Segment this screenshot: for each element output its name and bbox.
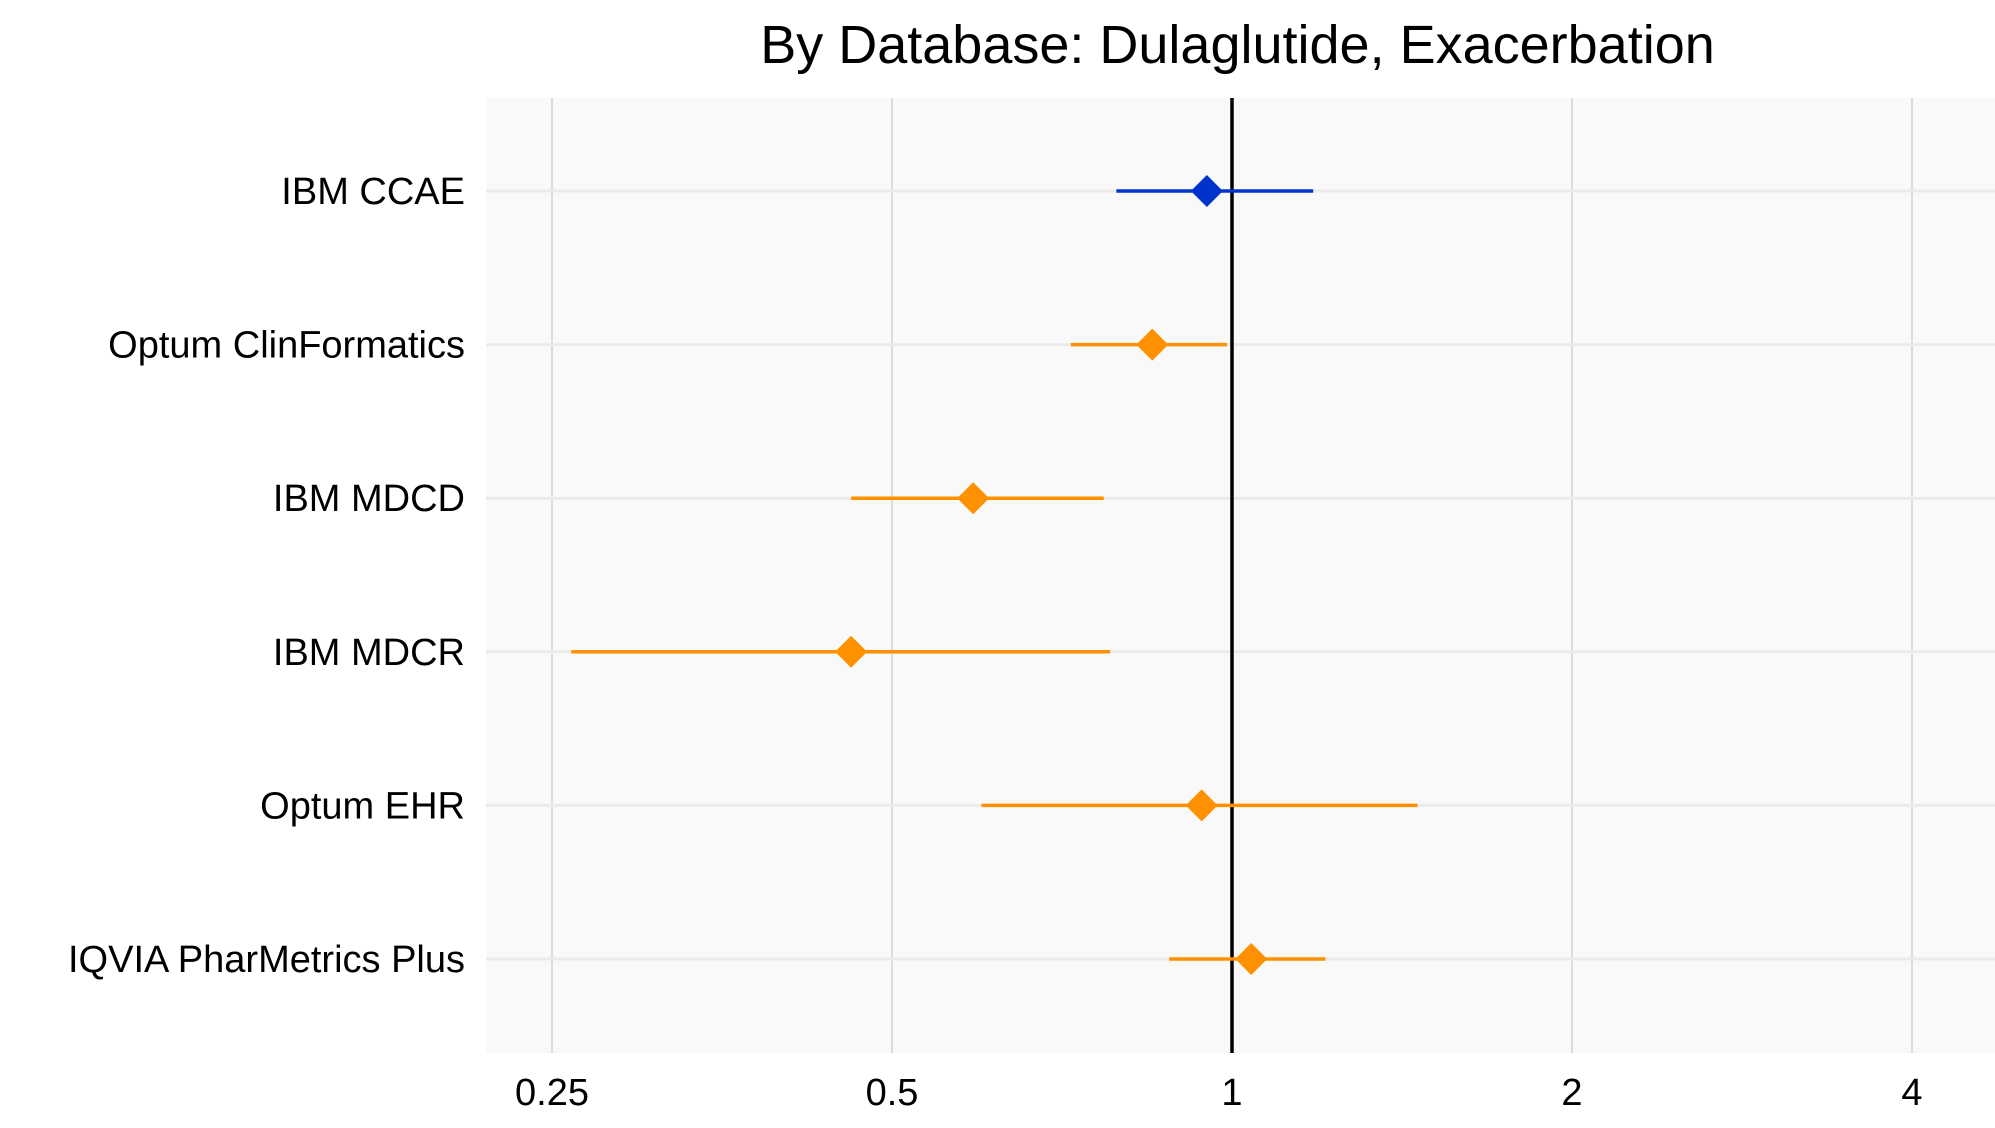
estimate-point xyxy=(1190,175,1223,207)
estimate-point xyxy=(1136,328,1169,361)
plot-background xyxy=(486,98,1995,1053)
row-label: IQVIA PharMetrics Plus xyxy=(68,939,465,981)
row-label: IBM MDCD xyxy=(273,478,465,520)
estimate-point xyxy=(835,635,868,668)
x-tick-label: 2 xyxy=(1561,1072,1582,1114)
x-tick-label: 4 xyxy=(1901,1072,1922,1114)
estimate-point xyxy=(1235,943,1268,975)
estimate-point xyxy=(1185,789,1218,822)
estimate-point xyxy=(957,482,990,515)
row-label: IBM MDCR xyxy=(273,632,465,674)
row-label: Optum ClinFormatics xyxy=(108,325,465,367)
mark-layer xyxy=(571,175,1418,975)
label-layer: 0.25 0.5 1 2 4 IBM CCAE Optum ClinFormatics IBM… xyxy=(68,171,1923,1114)
row-label: IBM CCAE xyxy=(281,171,465,213)
row-label: Optum EHR xyxy=(260,785,465,827)
x-tick-label: 0.25 xyxy=(515,1072,589,1114)
x-tick-label: 1 xyxy=(1221,1072,1242,1114)
x-tick-label: 0.5 xyxy=(866,1072,919,1114)
chart-title: By Database: Dulaglutide, Exacerbation xyxy=(760,15,1715,75)
